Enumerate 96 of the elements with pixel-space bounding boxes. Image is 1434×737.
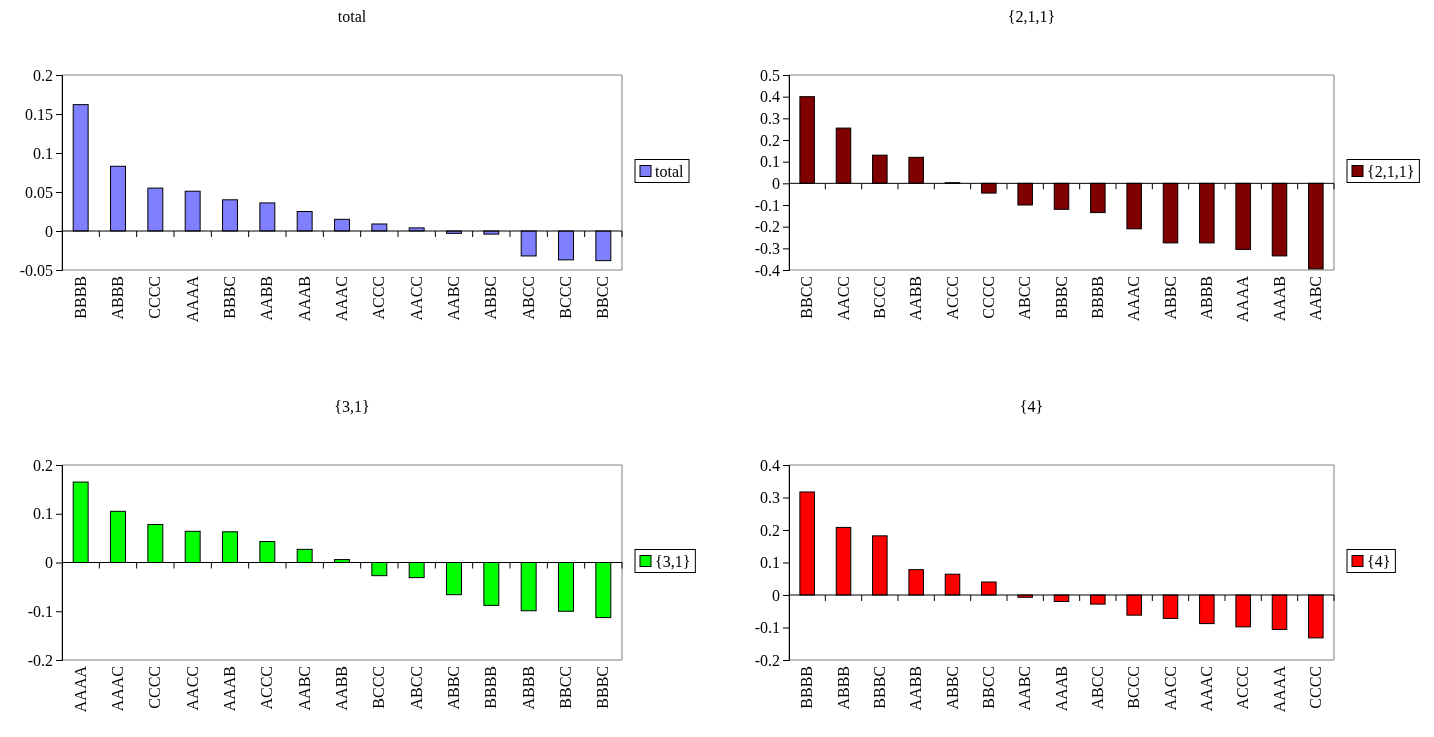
x-tick-label: ABBC bbox=[943, 666, 961, 710]
x-tick-label: ABBC bbox=[445, 666, 462, 710]
x-tick-label: AACC bbox=[834, 276, 852, 321]
y-tick-label: 0.4 bbox=[760, 88, 780, 106]
x-tick-label: BBBC bbox=[870, 666, 888, 709]
x-tick-label: AABB bbox=[907, 666, 925, 711]
x-tick-label: AABC bbox=[295, 666, 313, 711]
x-tick-label: ABCC bbox=[1088, 666, 1106, 710]
x-tick-label: BBBB bbox=[71, 276, 89, 319]
x-tick-label: AABB bbox=[333, 666, 350, 711]
x-tick-label: CCCC bbox=[1306, 666, 1324, 709]
x-tick-label: AACC bbox=[1161, 666, 1179, 711]
x-tick-label: BBCC bbox=[557, 666, 574, 709]
y-tick-label: 0.2 bbox=[760, 521, 780, 539]
x-tick-label: BBBB bbox=[482, 666, 500, 709]
x-tick-label: AAAC bbox=[1125, 276, 1143, 322]
y-tick-label: -0.4 bbox=[754, 261, 780, 279]
x-tick-label: BBCC bbox=[979, 666, 997, 709]
x-tick-label: BCCC bbox=[370, 666, 388, 709]
y-tick-label: 0.1 bbox=[760, 153, 780, 171]
x-tick-label: AACC bbox=[183, 666, 201, 711]
x-tick-label: AAAB bbox=[1052, 666, 1070, 712]
x-tick-label: ACCC bbox=[370, 276, 388, 320]
y-tick-label: -0.1 bbox=[754, 196, 780, 214]
x-tick-label: BCCC bbox=[870, 276, 888, 319]
x-tick-label: ACCC bbox=[1234, 666, 1252, 710]
legend-label: {3,1} bbox=[655, 552, 691, 570]
y-tick-label: 0.1 bbox=[33, 505, 53, 523]
x-tick-label: BBBC bbox=[594, 666, 612, 709]
x-tick-label: ABBB bbox=[109, 276, 126, 320]
y-tick-label: 0.3 bbox=[760, 489, 780, 507]
y-tick-label: 0.2 bbox=[33, 66, 53, 84]
x-tick-label: ACCC bbox=[943, 276, 961, 320]
x-tick-label: AAAC bbox=[109, 666, 126, 712]
y-tick-label: 0.2 bbox=[760, 131, 780, 149]
y-tick-label: 0.15 bbox=[25, 105, 53, 123]
y-tick-label: -0.05 bbox=[19, 261, 53, 279]
x-tick-label: AAAB bbox=[295, 276, 313, 322]
x-tick-label: AABB bbox=[258, 276, 276, 321]
y-tick-label: -0.2 bbox=[754, 218, 780, 236]
x-tick-label: AAAA bbox=[1234, 275, 1252, 323]
x-tick-label: ABBC bbox=[482, 276, 500, 320]
x-tick-label: AAAA bbox=[1270, 665, 1288, 713]
y-tick-label: -0.3 bbox=[754, 239, 780, 257]
y-tick-label: 0.4 bbox=[760, 456, 780, 474]
y-tick-label: 0 bbox=[772, 586, 780, 604]
x-tick-label: AACC bbox=[407, 276, 425, 321]
x-tick-label: AAAA bbox=[71, 665, 89, 713]
x-tick-label: AABC bbox=[445, 276, 462, 321]
x-tick-label: ABCC bbox=[407, 666, 425, 710]
chart-title: {4} bbox=[1019, 398, 1044, 415]
x-tick-label: BBBB bbox=[1088, 276, 1106, 319]
x-tick-label: AABC bbox=[1306, 276, 1324, 321]
y-tick-label: 0.1 bbox=[33, 144, 53, 162]
y-tick-label: 0 bbox=[45, 554, 53, 572]
chart-title: {3,1} bbox=[334, 398, 370, 415]
x-tick-label: ABCC bbox=[519, 276, 537, 320]
y-tick-label: -0.2 bbox=[27, 651, 53, 669]
y-tick-label: -0.2 bbox=[754, 651, 780, 669]
x-tick-label: BBBC bbox=[221, 276, 238, 319]
y-tick-label: 0 bbox=[772, 174, 780, 192]
legend-label: {2,1,1} bbox=[1367, 162, 1415, 180]
chart-title: total bbox=[337, 8, 367, 25]
y-tick-label: -0.1 bbox=[754, 619, 780, 637]
x-tick-label: CCCC bbox=[146, 276, 164, 319]
x-tick-label: AABB bbox=[907, 276, 925, 321]
x-tick-label: AAAC bbox=[333, 276, 350, 322]
x-tick-label: CCCC bbox=[979, 276, 997, 319]
y-tick-label: 0.3 bbox=[760, 109, 780, 127]
y-tick-label: 0.1 bbox=[760, 554, 780, 572]
x-tick-label: ABBB bbox=[519, 666, 537, 710]
legend-label: {4} bbox=[1367, 552, 1391, 570]
x-tick-label: BBCC bbox=[798, 276, 816, 319]
x-tick-label: ABBC bbox=[1161, 276, 1179, 320]
x-tick-label: BCCC bbox=[1125, 666, 1143, 709]
x-tick-label: ABBB bbox=[1197, 276, 1215, 320]
x-tick-label: BBBC bbox=[1052, 276, 1070, 319]
x-tick-label: AAAB bbox=[1270, 276, 1288, 322]
x-tick-label: CCCC bbox=[146, 666, 164, 709]
x-tick-label: ABCC bbox=[1016, 276, 1034, 320]
x-tick-label: ACCC bbox=[258, 666, 276, 710]
x-tick-label: BBBB bbox=[798, 666, 816, 709]
x-tick-label: AABC bbox=[1016, 666, 1034, 711]
y-tick-label: -0.1 bbox=[27, 602, 53, 620]
legend-label: total bbox=[655, 162, 684, 180]
y-tick-label: 0.2 bbox=[33, 456, 53, 474]
y-tick-label: 0 bbox=[45, 222, 53, 240]
x-tick-label: AAAB bbox=[221, 666, 238, 712]
y-tick-label: 0.5 bbox=[760, 66, 780, 84]
x-tick-label: BCCC bbox=[557, 276, 574, 319]
x-tick-label: BBCC bbox=[594, 276, 612, 319]
x-tick-label: ABBB bbox=[834, 666, 852, 710]
x-tick-label: AAAA bbox=[183, 275, 201, 323]
chart-title: {2,1,1} bbox=[1007, 8, 1056, 25]
x-tick-label: AAAC bbox=[1197, 666, 1215, 712]
y-tick-label: 0.05 bbox=[25, 183, 53, 201]
